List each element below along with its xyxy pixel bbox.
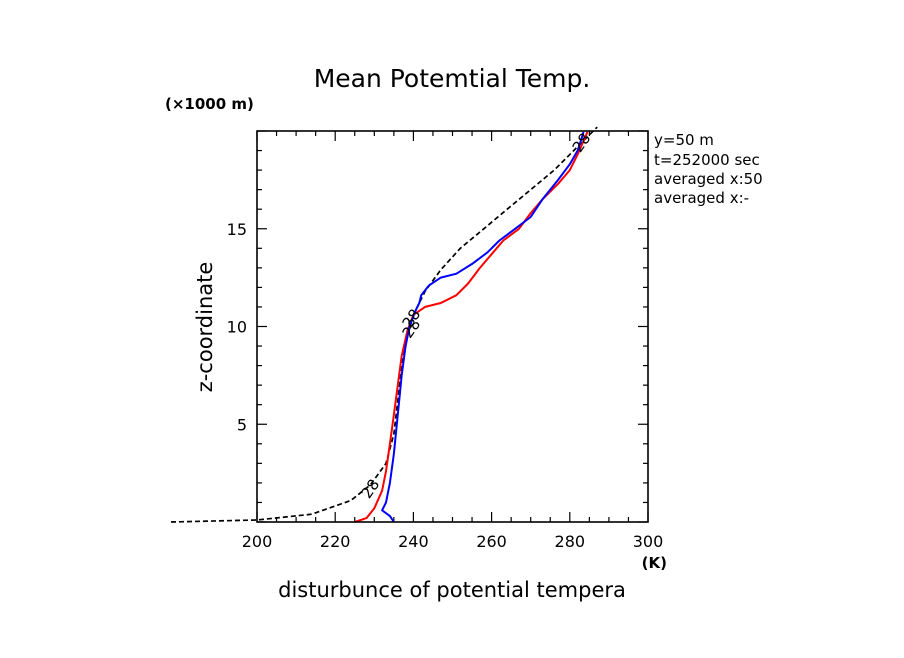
y-unit-label: (×1000 m)	[165, 95, 254, 113]
x-unit-label: (K)	[642, 554, 667, 572]
y-tick-label: 10	[227, 318, 247, 337]
y-tick-label: 15	[227, 220, 247, 239]
x-tick-label: 300	[633, 532, 664, 551]
x-tick-label: 260	[476, 532, 507, 551]
x-tick-label: 220	[320, 532, 351, 551]
annotation-time: t=252000 sec	[654, 151, 760, 169]
x-tick-label: 240	[398, 532, 429, 551]
x-axis-title: disturbunce of potential tempera	[278, 578, 626, 602]
y-axis-title: z-coordinate	[193, 262, 217, 393]
annotation-y: y=50 m	[654, 131, 714, 149]
annotation-avg-x2: averaged x:-	[654, 189, 749, 207]
y-tick-label: 5	[237, 415, 247, 434]
series-line-2	[381, 131, 585, 523]
axis-ticks	[256, 130, 649, 523]
series-line-1	[354, 131, 589, 523]
chart-title: Mean Potemtial Temp.	[314, 64, 591, 93]
annotation-avg-x1: averaged x:50	[654, 170, 763, 188]
x-tick-label: 200	[242, 532, 273, 551]
tick-labels: 200 220 240 260 280 300 5 10 15	[227, 220, 664, 551]
x-tick-label: 280	[555, 532, 586, 551]
plot-frame	[256, 130, 649, 523]
annotations: y=50 m t=252000 sec averaged x:50 averag…	[654, 131, 763, 207]
